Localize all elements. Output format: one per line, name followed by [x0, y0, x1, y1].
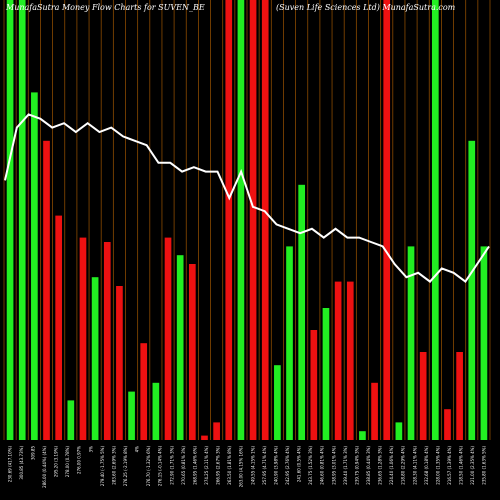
x-tick-label: 242.95 (2.76% 4%) — [285, 446, 290, 485]
flow-bar — [128, 391, 135, 440]
x-tick-label: 286.00 (0.44%) (4%) — [42, 446, 47, 488]
flow-bar — [419, 352, 427, 440]
x-tick-label: 235.80 (1.63% 5%) — [482, 446, 487, 485]
x-tick-label: 243.75 (1.52% 3%) — [308, 446, 313, 485]
x-tick-label: 216.57 (1.39% 4%) — [447, 446, 452, 485]
x-tick-label: 309.85 — [30, 446, 35, 460]
x-tick-labels: 230.69 (417.10%) 300.85 (43.73%) 309.85 286… — [7, 446, 486, 488]
x-tick-label: 236.65 (1.28% 3%) — [378, 446, 383, 485]
flow-bar — [103, 242, 111, 440]
chart-source: (Suven Life Sciences Ltd) MunafaSutra.co… — [276, 3, 456, 12]
flow-bar — [164, 237, 172, 440]
flow-bar — [6, 0, 14, 440]
flow-bar — [79, 237, 87, 440]
x-tick-label: 276.70 (-1.32% 6%) — [146, 446, 151, 487]
x-tick-label: 221.00 (2.35% 4%) — [470, 446, 475, 485]
x-tick-label: 228.00 (1.35% 4%) — [435, 446, 440, 485]
flow-bar — [395, 422, 403, 440]
flow-bar — [286, 246, 293, 440]
x-tick-label: 274.25 (2.11% 4%) — [204, 446, 209, 485]
x-tick-label: 249.55 (4.15% 1%) — [250, 446, 255, 485]
flow-bar — [249, 0, 257, 440]
flow-bar — [359, 431, 366, 440]
flow-bar — [274, 365, 281, 440]
x-tick-label: 300.85 (43.73%) — [19, 446, 24, 480]
x-tick-label: 278.00 (0.78%) — [65, 446, 70, 478]
grid-layer — [3, 0, 491, 440]
flow-bar — [116, 286, 123, 440]
flow-bar — [152, 382, 160, 440]
x-tick-label: 241.60 (0.5% 4%) — [297, 446, 302, 483]
flow-bar — [55, 215, 63, 440]
x-tick-label: 295.20 (3.19%) — [54, 446, 59, 478]
x-tick-label: 246.60 (0.81% 4%) — [320, 446, 325, 485]
flow-bar — [298, 184, 306, 440]
x-tick-label: 218.80 (2.29% 4%) — [401, 446, 406, 485]
price-line — [4, 113, 490, 284]
x-tick-label: 230.69 (417.10%) — [7, 446, 12, 483]
flow-bar — [456, 352, 463, 440]
x-tick-label: 257.95 (4.71% 4%) — [262, 446, 267, 485]
flow-bar — [225, 0, 233, 440]
x-tick-label: 224.40 (1.06% 4%) — [389, 446, 394, 485]
x-tick-label: 238.95 (3.01% 4%) — [331, 446, 336, 485]
flow-bar — [346, 281, 354, 440]
bar-layer — [6, 0, 488, 441]
flow-bar — [176, 255, 184, 440]
flow-bar — [334, 281, 342, 440]
x-tick-label: 3% — [88, 446, 93, 453]
x-tick-label: 239.75 (0.94% 3%) — [354, 446, 359, 485]
x-tick-label: 263.00 (4.15% 16%) — [239, 446, 244, 488]
flow-bar — [468, 140, 476, 441]
flow-bar — [480, 246, 488, 440]
x-tick-label: 218.50 (1.46% 4%) — [459, 446, 464, 485]
flow-bar — [444, 409, 451, 440]
x-tick-label: 4% — [135, 446, 140, 453]
x-tick-label: 228.30 (4.11% 4%) — [412, 446, 417, 485]
flow-bar — [67, 400, 75, 440]
x-tick-label: 268.95 (1.46% 6%) — [192, 446, 197, 485]
flow-bar — [43, 140, 50, 441]
flow-bar — [371, 382, 378, 440]
x-tick-label: 238.85 (0.44% 3%) — [366, 446, 371, 485]
x-tick-label: 239.40 (1.71% 3%) — [343, 446, 348, 485]
x-tick-label: 263.50 (1.81% 8%) — [227, 446, 232, 485]
flow-bar — [431, 0, 439, 440]
flow-bar — [213, 422, 220, 440]
flow-bar — [201, 435, 208, 440]
x-tick-label: 276.15 (-0.14% 4%) — [158, 446, 163, 487]
flow-bar — [237, 0, 245, 440]
flow-bar — [407, 246, 415, 440]
x-tick-label: 232.68 (0.18% 4%) — [424, 446, 429, 485]
flow-bar — [18, 0, 26, 440]
x-tick-label: 272.90 (1.71% 3%) — [169, 446, 174, 485]
flow-bar — [91, 277, 99, 440]
x-tick-label: 276.00 0.97% — [77, 446, 82, 474]
chart-title: MunafaSutra Money Flow Charts for SUVEN_… — [5, 3, 205, 12]
x-tick-label: 276.25 (-2.19% 8%) — [123, 446, 128, 487]
flow-bar — [322, 308, 330, 440]
x-tick-label: 270.65 (0.81% 3%) — [181, 446, 186, 485]
flow-bar — [310, 330, 318, 440]
flow-bar — [188, 264, 196, 440]
x-tick-label: 266.95 (2.67% 3%) — [216, 446, 221, 485]
x-tick-label: 279.40 (-1.75% 5%) — [100, 446, 105, 487]
flow-bar — [31, 92, 38, 441]
flow-bar — [383, 0, 391, 440]
flow-bar — [261, 0, 269, 440]
x-tick-label: 283.60 (2.69% 3%) — [111, 446, 116, 485]
flow-bar — [140, 343, 148, 440]
x-tick-label: 240.90 (3.98% 4%) — [273, 446, 278, 485]
